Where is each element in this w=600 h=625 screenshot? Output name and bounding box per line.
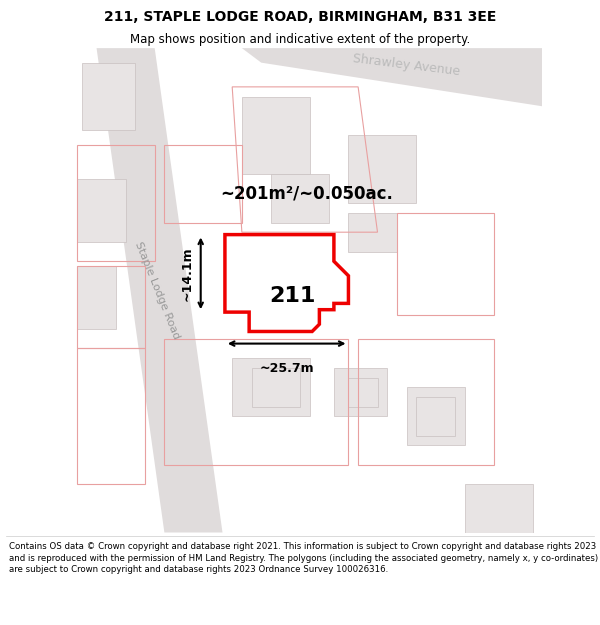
Text: 211: 211: [269, 286, 316, 306]
Polygon shape: [349, 135, 416, 203]
Polygon shape: [349, 378, 377, 406]
Polygon shape: [82, 62, 136, 131]
Polygon shape: [416, 397, 455, 436]
Polygon shape: [251, 251, 310, 290]
Polygon shape: [242, 48, 542, 106]
Polygon shape: [242, 96, 310, 174]
Text: Staple Lodge Road: Staple Lodge Road: [133, 240, 181, 341]
Polygon shape: [77, 179, 125, 242]
Polygon shape: [271, 174, 329, 222]
Text: Contains OS data © Crown copyright and database right 2021. This information is : Contains OS data © Crown copyright and d…: [9, 542, 598, 574]
Polygon shape: [77, 266, 116, 329]
Text: Map shows position and indicative extent of the property.: Map shows position and indicative extent…: [130, 32, 470, 46]
Polygon shape: [349, 213, 397, 251]
Polygon shape: [407, 387, 464, 445]
Text: 211, STAPLE LODGE ROAD, BIRMINGHAM, B31 3EE: 211, STAPLE LODGE ROAD, BIRMINGHAM, B31 …: [104, 9, 496, 24]
Polygon shape: [334, 368, 387, 416]
Text: ~201m²/~0.050ac.: ~201m²/~0.050ac.: [220, 184, 393, 203]
Text: Shrawley Avenue: Shrawley Avenue: [352, 52, 461, 78]
Text: ~25.7m: ~25.7m: [259, 362, 314, 375]
Polygon shape: [97, 48, 223, 532]
Text: ~14.1m: ~14.1m: [181, 246, 193, 301]
Polygon shape: [232, 358, 310, 416]
Polygon shape: [242, 242, 329, 300]
Polygon shape: [251, 368, 300, 406]
Polygon shape: [225, 234, 349, 331]
Polygon shape: [464, 484, 533, 532]
